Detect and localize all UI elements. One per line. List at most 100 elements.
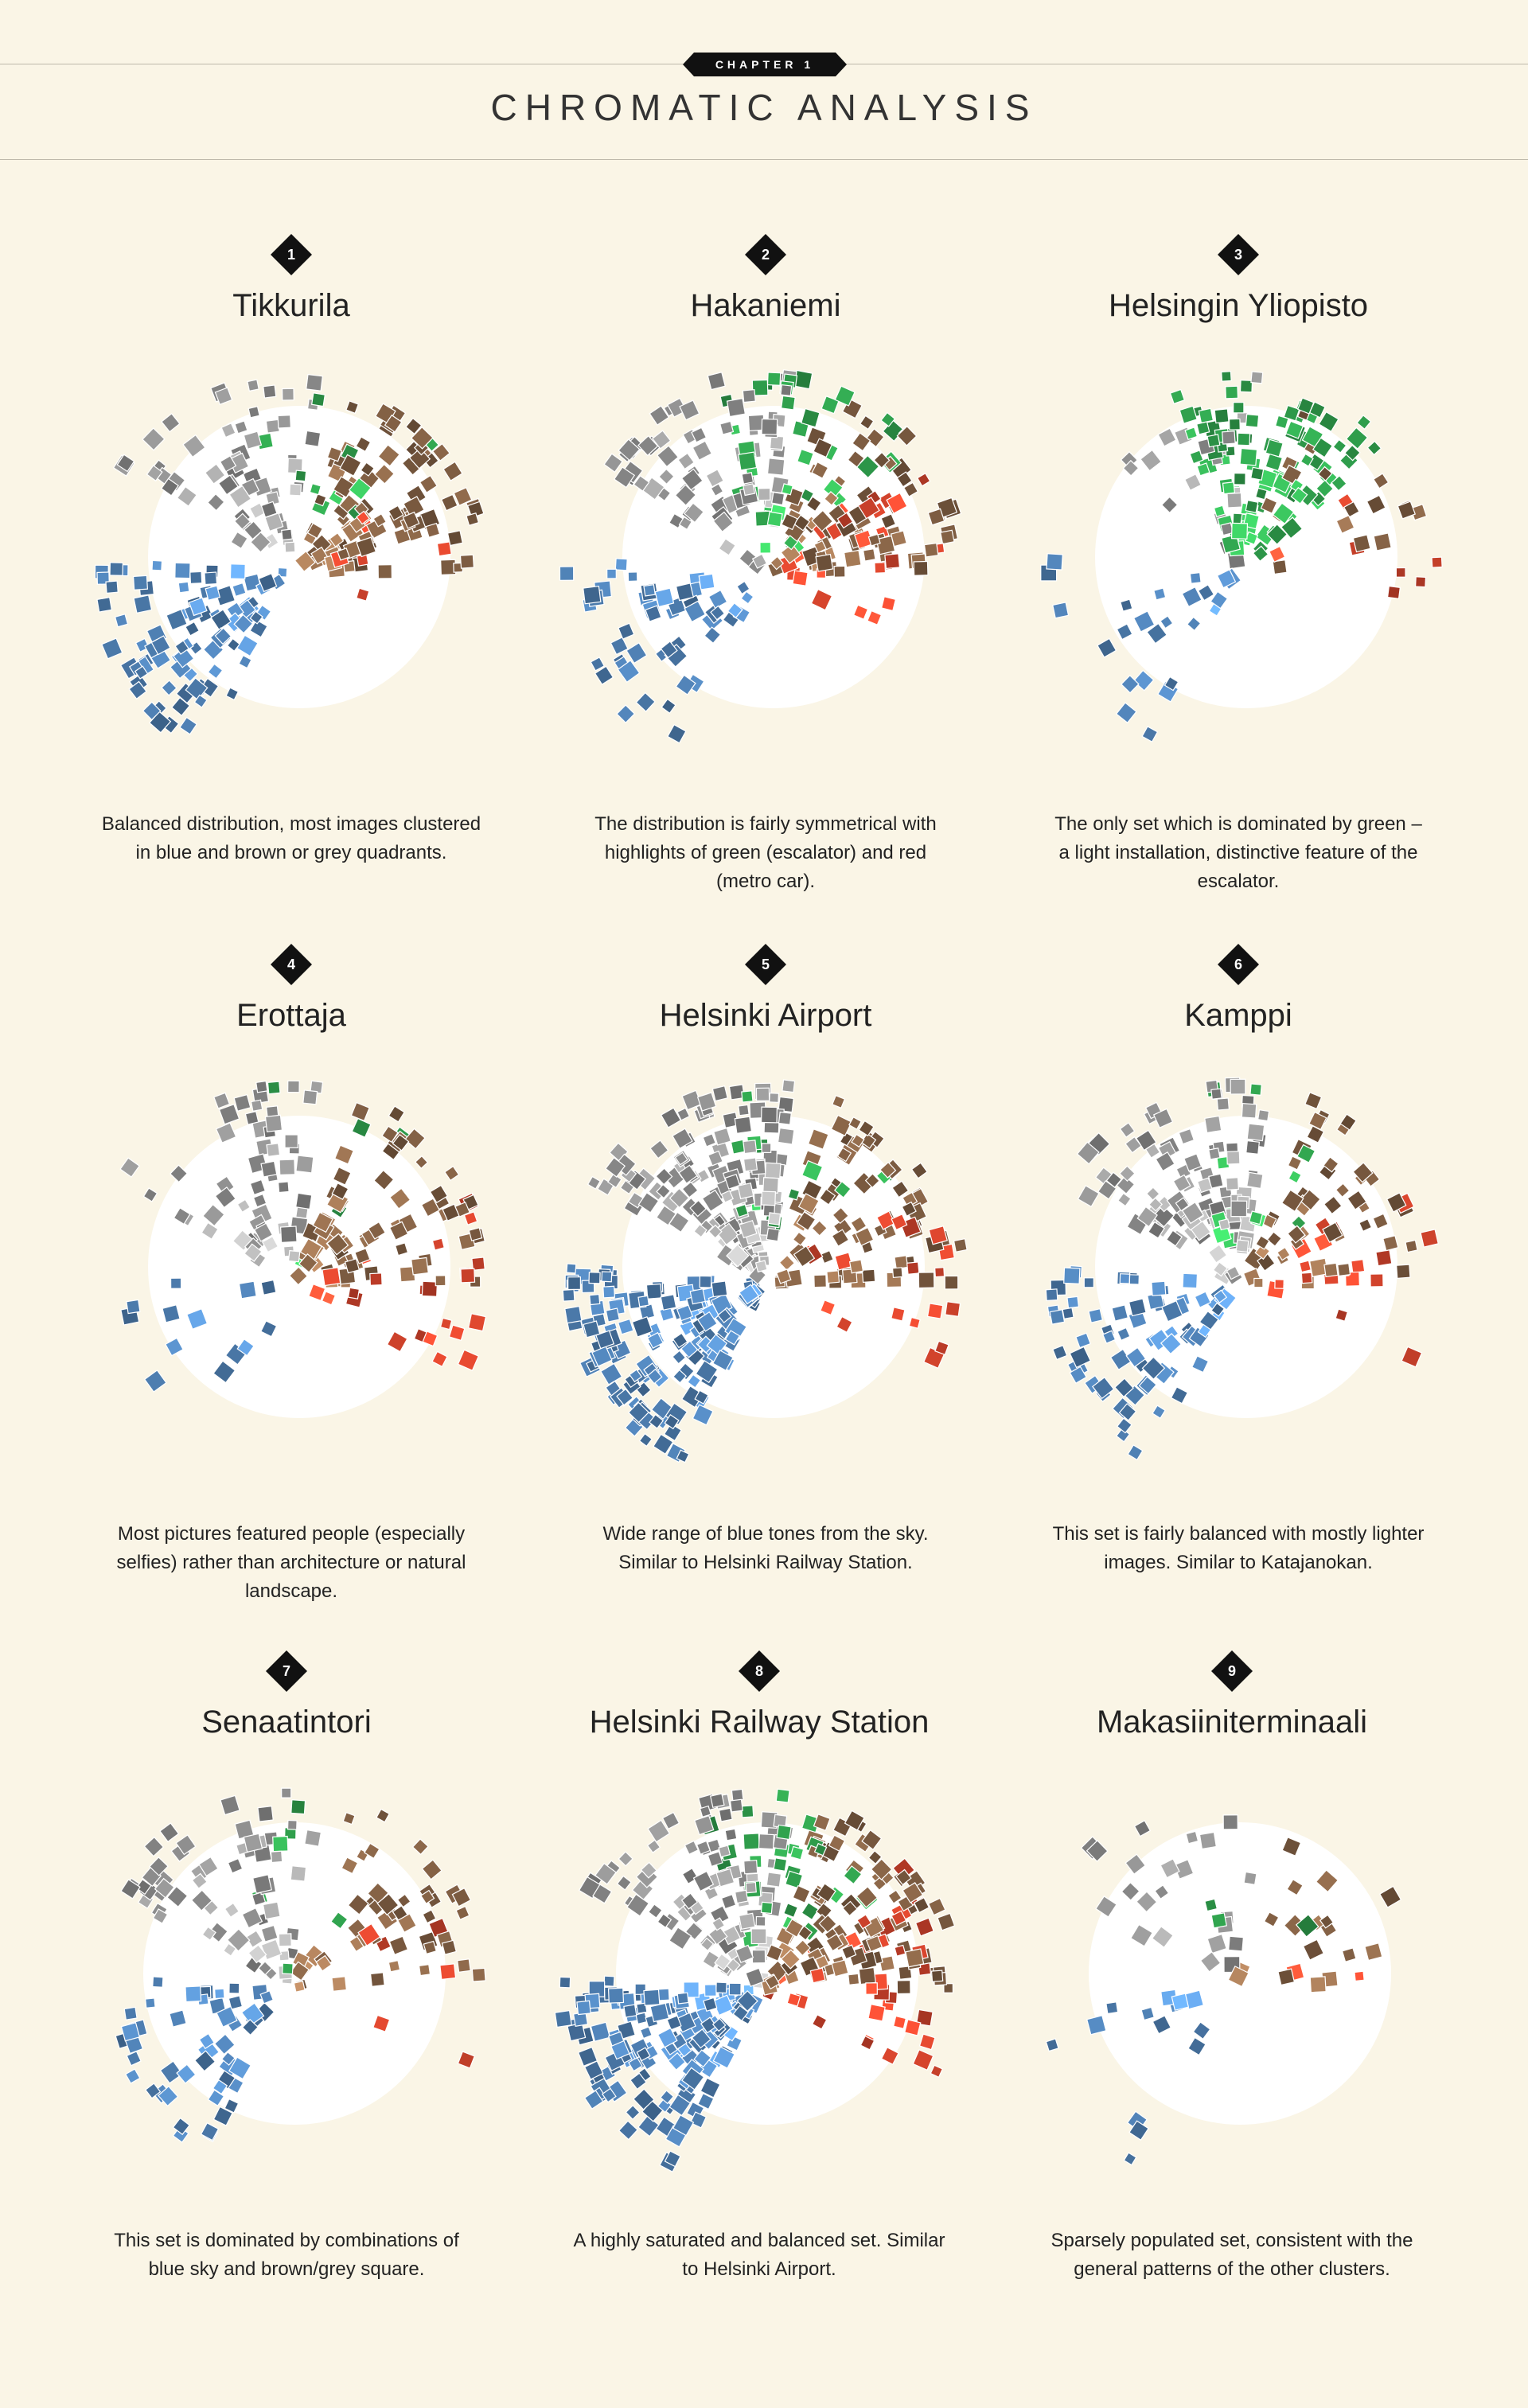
photo-thumbnail (1185, 1830, 1199, 1845)
photo-thumbnail (389, 1187, 411, 1210)
photo-thumbnail (264, 1114, 283, 1132)
photo-thumbnail (1069, 1366, 1087, 1384)
photo-thumbnail (926, 1303, 944, 1319)
photo-thumbnail (778, 1254, 796, 1272)
photo-thumbnail (852, 604, 869, 620)
photo-thumbnail (151, 559, 163, 571)
photo-thumbnail (1161, 1299, 1183, 1323)
photo-thumbnail (226, 1928, 251, 1952)
photo-thumbnail (616, 704, 636, 724)
photo-thumbnail (613, 466, 636, 489)
photo-thumbnail (396, 1893, 411, 1908)
photo-thumbnail (918, 2033, 936, 2051)
photo-thumbnail (762, 1177, 779, 1194)
photo-thumbnail (1283, 404, 1300, 422)
photo-thumbnail (1097, 637, 1117, 658)
photo-thumbnail (735, 1944, 754, 1964)
panel-caption: Sparsely populated set, consistent with … (1050, 2230, 1413, 2280)
photo-thumbnail (123, 2006, 138, 2020)
photo-thumbnail (226, 602, 244, 620)
photo-thumbnail (463, 1211, 478, 1225)
photo-thumbnail (1358, 1218, 1373, 1233)
photo-thumbnail (1239, 447, 1258, 466)
photo-thumbnail (344, 1258, 361, 1274)
photo-thumbnail (923, 542, 939, 558)
photo-thumbnail (306, 522, 324, 540)
photo-thumbnail (666, 2015, 682, 2031)
photo-thumbnail (554, 2009, 572, 2028)
photo-thumbnail (901, 1201, 917, 1217)
photo-thumbnail (423, 1940, 437, 1955)
photo-thumbnail (1208, 1148, 1221, 1160)
photo-thumbnail (471, 1967, 486, 1982)
photo-thumbnail (179, 716, 198, 735)
photo-thumbnail (600, 1362, 623, 1385)
photo-thumbnail (114, 614, 129, 628)
photo-thumbnail (245, 1930, 264, 1949)
photo-thumbnail (1114, 1377, 1134, 1398)
photo-thumbnail (448, 1324, 466, 1342)
photo-thumbnail (776, 1824, 792, 1841)
photo-thumbnail (1187, 2036, 1206, 2056)
photo-thumbnail (162, 1304, 181, 1323)
photo-thumbnail (1312, 437, 1334, 458)
photo-thumbnail (1266, 524, 1288, 545)
photo-thumbnail (1245, 413, 1260, 428)
photo-thumbnail (471, 1257, 485, 1271)
panel-kamppi: 6 Kamppi This set is fairly balanced wit… (1000, 941, 1477, 1641)
photo-thumbnail (397, 1913, 417, 1934)
photo-thumbnail (945, 1301, 961, 1318)
photo-thumbnail (161, 412, 181, 433)
photo-thumbnail (591, 1346, 613, 1367)
photo-thumbnail (896, 471, 913, 488)
photo-thumbnail (864, 1173, 880, 1189)
photo-thumbnail (1397, 501, 1417, 520)
photo-thumbnail (896, 425, 918, 446)
photo-thumbnail (660, 641, 678, 659)
photo-thumbnail (1119, 1165, 1136, 1183)
photo-thumbnail (188, 597, 208, 617)
photo-thumbnail (735, 1203, 749, 1218)
photo-thumbnail (182, 434, 206, 458)
photo-thumbnail (891, 1307, 906, 1322)
photo-thumbnail (321, 1291, 337, 1306)
photo-thumbnail (589, 1293, 601, 1306)
number-badge: 4 (267, 941, 315, 988)
photo-thumbnail (848, 1259, 864, 1274)
photo-thumbnail (927, 508, 945, 526)
photo-thumbnail (672, 1350, 687, 1365)
photo-thumbnail (388, 505, 404, 521)
photo-thumbnail (681, 1181, 699, 1198)
diamond-icon (745, 234, 786, 275)
photo-thumbnail (707, 1838, 722, 1853)
photo-thumbnail (158, 2085, 179, 2107)
photo-thumbnail (1252, 545, 1269, 563)
station-name: Kamppi (1184, 998, 1292, 1033)
photo-thumbnail (664, 1413, 680, 1430)
photo-thumbnail (826, 1270, 840, 1284)
photo-thumbnail (703, 1997, 718, 2013)
photo-thumbnail (674, 1151, 688, 1166)
photo-thumbnail (350, 1101, 370, 1122)
photo-thumbnail (373, 1169, 395, 1191)
photo-thumbnail (739, 1284, 760, 1305)
station-name: Senaatintori (201, 1705, 372, 1740)
photo-thumbnail (128, 680, 147, 700)
photo-thumbnail (777, 1127, 795, 1145)
photo-thumbnail (306, 373, 324, 392)
photo-thumbnail (717, 1308, 732, 1323)
photo-thumbnail (1257, 1109, 1270, 1122)
photo-thumbnail (782, 1079, 796, 1093)
photo-thumbnail (1128, 1274, 1140, 1285)
photo-thumbnail (1280, 516, 1304, 540)
photo-thumbnail (422, 1331, 439, 1347)
photo-thumbnail (1155, 1151, 1175, 1172)
photo-thumbnail (249, 619, 268, 638)
photo-thumbnail (1286, 1878, 1304, 1896)
photo-thumbnail (813, 438, 833, 458)
diamond-icon (1218, 234, 1259, 275)
station-name: Makasiiniterminaali (1096, 1705, 1368, 1740)
photo-thumbnail (649, 1140, 669, 1159)
photo-thumbnail (610, 637, 629, 656)
photo-thumbnail (290, 1799, 306, 1815)
